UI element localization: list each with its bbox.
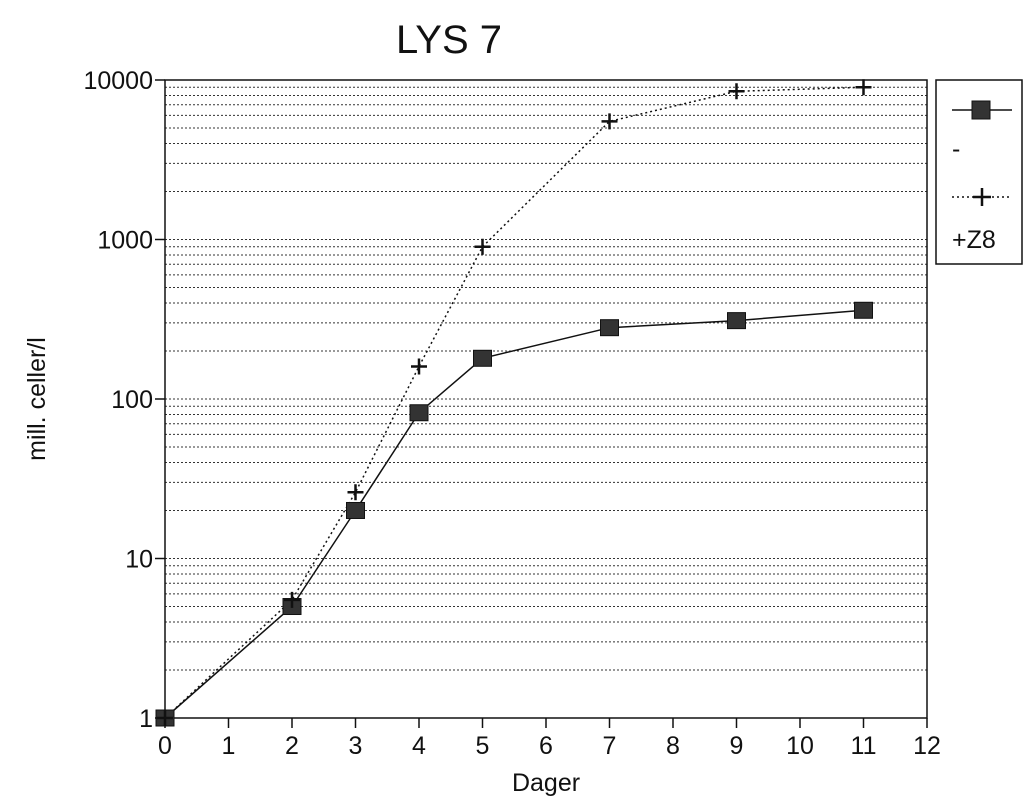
x-tick-label: 2 (285, 732, 299, 760)
x-tick-label: 10 (786, 732, 814, 760)
chart-title: LYS 7 (396, 18, 502, 62)
series-2-point (601, 113, 618, 130)
series-2-point (347, 484, 364, 501)
series-2-point (411, 358, 427, 375)
series-lines (164, 86, 864, 719)
series-markers (155, 79, 873, 727)
x-tick-label: 5 (476, 732, 490, 760)
y-tick-label: 10000 (83, 67, 153, 95)
x-tick-label: 11 (851, 732, 877, 760)
x-tick-label: 7 (603, 732, 617, 760)
series-1-point (346, 501, 365, 519)
series-1-point (473, 349, 492, 367)
series-2-point (284, 591, 300, 608)
series-2-point (728, 83, 745, 100)
x-tick-label: 1 (222, 732, 236, 760)
x-tick-label: 4 (412, 732, 426, 760)
gridlines (165, 79, 927, 671)
y-tick-label: 10 (125, 546, 153, 574)
x-tick-label: 6 (539, 732, 553, 760)
y-axis-ticks: 1 10 100 1000 10000 (83, 67, 165, 733)
legend-label-series-2: +Z8 (952, 226, 996, 254)
series-2-point (474, 238, 491, 255)
x-tick-label: 9 (730, 732, 744, 760)
x-tick-label: 12 (913, 732, 941, 760)
x-axis-label: Dager (512, 769, 580, 797)
y-tick-label: 1 (139, 705, 153, 733)
x-axis-ticks: 0 1 2 3 4 5 6 7 8 9 10 11 12 (158, 718, 941, 760)
y-axis-label: mill. celler/l (23, 337, 51, 461)
series-1-line (164, 309, 864, 719)
x-tick-label: 8 (666, 732, 680, 760)
series-2-line (164, 86, 864, 719)
x-tick-label: 0 (158, 732, 172, 760)
legend-marker-series-2 (973, 188, 991, 206)
y-tick-label: 1000 (97, 227, 153, 255)
legend-marker-series-1 (971, 100, 991, 120)
y-tick-label: 100 (111, 386, 153, 414)
legend: - +Z8 (935, 79, 1023, 265)
x-tick-label: 3 (349, 732, 363, 760)
series-2-point (855, 79, 872, 96)
legend-label-series-1: - (952, 135, 960, 163)
series-1-point (409, 404, 429, 422)
series-1-point (854, 301, 873, 319)
series-1-point (600, 319, 619, 337)
series-1-point (727, 312, 746, 330)
